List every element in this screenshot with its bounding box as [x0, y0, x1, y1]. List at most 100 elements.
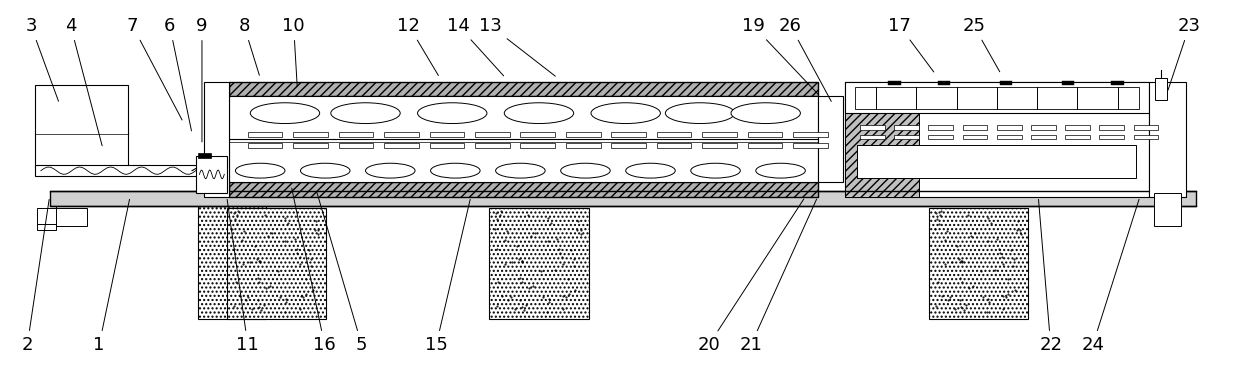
- Bar: [430, 132, 465, 137]
- Bar: [996, 135, 1021, 139]
- Circle shape: [496, 163, 545, 178]
- Text: 13: 13: [479, 17, 555, 76]
- Text: 3: 3: [25, 17, 58, 101]
- Bar: [1062, 81, 1074, 85]
- Bar: [996, 125, 1021, 130]
- Bar: [747, 132, 782, 137]
- Text: 21: 21: [740, 199, 817, 354]
- Bar: [196, 156, 227, 193]
- Bar: [248, 143, 282, 148]
- Circle shape: [560, 163, 610, 178]
- Bar: [566, 132, 601, 137]
- Bar: [928, 135, 953, 139]
- Circle shape: [504, 103, 574, 124]
- Text: 4: 4: [64, 17, 102, 146]
- Bar: [895, 125, 919, 130]
- Bar: [50, 191, 1196, 206]
- Bar: [657, 132, 691, 137]
- Bar: [204, 82, 229, 197]
- Circle shape: [691, 163, 741, 178]
- Bar: [489, 208, 589, 319]
- Text: 14: 14: [447, 17, 503, 76]
- Text: 7: 7: [126, 17, 182, 120]
- Bar: [1099, 135, 1124, 139]
- Bar: [338, 143, 373, 148]
- Bar: [1134, 125, 1158, 130]
- Bar: [611, 132, 646, 137]
- Bar: [857, 145, 1136, 178]
- Circle shape: [300, 163, 351, 178]
- Circle shape: [331, 103, 400, 124]
- Bar: [888, 81, 901, 85]
- Bar: [611, 143, 646, 148]
- Bar: [1099, 125, 1124, 130]
- Bar: [229, 182, 818, 197]
- Bar: [1149, 82, 1186, 197]
- Bar: [338, 132, 373, 137]
- Bar: [703, 132, 737, 137]
- Bar: [845, 113, 919, 197]
- Bar: [227, 208, 326, 319]
- Bar: [430, 143, 465, 148]
- Bar: [37, 224, 56, 230]
- Text: 24: 24: [1082, 199, 1139, 354]
- Circle shape: [731, 103, 800, 124]
- Bar: [963, 135, 987, 139]
- Bar: [35, 85, 128, 167]
- Circle shape: [626, 163, 675, 178]
- Text: 11: 11: [227, 199, 259, 354]
- Bar: [475, 143, 509, 148]
- Bar: [198, 206, 266, 319]
- Bar: [845, 82, 1149, 197]
- Bar: [520, 132, 555, 137]
- Text: 23: 23: [1168, 17, 1201, 90]
- Text: 26: 26: [779, 17, 831, 101]
- Bar: [1066, 135, 1090, 139]
- Circle shape: [665, 103, 735, 124]
- Bar: [475, 132, 509, 137]
- Bar: [657, 143, 691, 148]
- Bar: [384, 132, 419, 137]
- Bar: [384, 143, 419, 148]
- Text: 12: 12: [398, 17, 439, 76]
- Text: 6: 6: [164, 17, 192, 131]
- Bar: [1154, 193, 1181, 226]
- Bar: [747, 143, 782, 148]
- Bar: [793, 132, 828, 137]
- Text: 16: 16: [291, 188, 336, 354]
- Bar: [294, 132, 328, 137]
- Bar: [1031, 135, 1056, 139]
- Bar: [35, 165, 202, 176]
- Text: 1: 1: [93, 199, 130, 354]
- Bar: [860, 125, 885, 130]
- Text: 10: 10: [282, 17, 305, 86]
- Bar: [1000, 81, 1012, 85]
- Bar: [860, 135, 885, 139]
- Bar: [793, 143, 828, 148]
- Text: 22: 22: [1038, 199, 1062, 354]
- Circle shape: [418, 103, 487, 124]
- Circle shape: [756, 163, 805, 178]
- Bar: [566, 143, 601, 148]
- Bar: [1134, 135, 1158, 139]
- Circle shape: [366, 163, 415, 178]
- Bar: [938, 81, 950, 85]
- Bar: [1111, 81, 1124, 85]
- Text: 9: 9: [196, 17, 208, 142]
- Text: 19: 19: [742, 17, 818, 95]
- Circle shape: [235, 163, 285, 178]
- Bar: [37, 208, 87, 226]
- Bar: [1031, 125, 1056, 130]
- Text: 8: 8: [238, 17, 259, 75]
- Bar: [229, 96, 818, 182]
- Circle shape: [431, 163, 481, 178]
- Bar: [520, 143, 555, 148]
- Text: 17: 17: [888, 17, 934, 72]
- Bar: [818, 96, 843, 182]
- Bar: [1066, 125, 1090, 130]
- Bar: [855, 87, 1139, 109]
- Bar: [294, 143, 328, 148]
- Bar: [963, 125, 987, 130]
- Bar: [845, 82, 1149, 113]
- Bar: [928, 125, 953, 130]
